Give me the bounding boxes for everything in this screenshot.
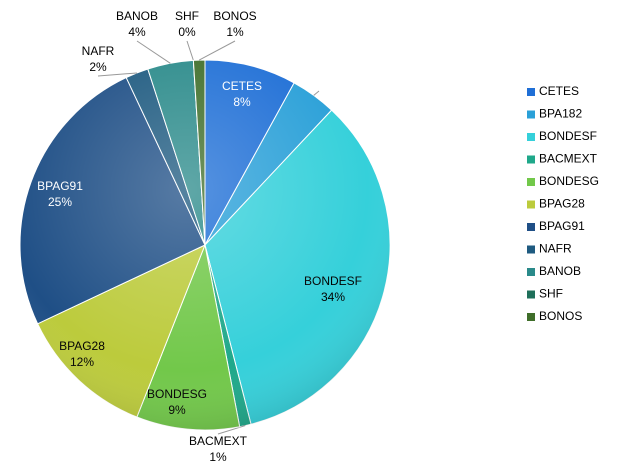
legend-label: BONDESG: [539, 174, 599, 188]
slice-value: 0%: [178, 25, 196, 39]
slice-value: 25%: [48, 195, 72, 209]
legend-label: BONOS: [539, 309, 582, 323]
legend-label: SHF: [539, 287, 563, 301]
legend-swatch: [527, 110, 535, 119]
slice-value: 8%: [233, 95, 251, 109]
slice-label: BPAG91: [37, 179, 83, 193]
slice-value: 4%: [128, 25, 146, 39]
legend-swatch: [527, 133, 535, 141]
slice-value: 9%: [168, 403, 186, 417]
slice-label: BPAG28: [59, 339, 105, 353]
legend-label: BONDESF: [539, 129, 597, 143]
slice-value: 1%: [226, 25, 244, 39]
slice-label: BANOB: [116, 9, 158, 23]
slice-label: BPA182: [311, 59, 354, 73]
slice-label: NAFR: [82, 44, 115, 58]
legend-swatch: [527, 223, 535, 231]
slice-value: 2%: [89, 60, 107, 74]
slice-value: 4%: [324, 75, 342, 89]
legend-swatch: [527, 245, 535, 254]
slice-label: BACMEXT: [189, 434, 248, 448]
slice-label: BONDESF: [304, 274, 362, 288]
legend-swatch: [527, 155, 535, 164]
leader-line: [186, 40, 194, 61]
legend-swatch: [527, 178, 535, 186]
slice-label: BONOS: [213, 9, 256, 23]
slice-value: 12%: [70, 355, 94, 369]
legend-label: CETES: [539, 84, 579, 98]
legend-label: BPAG28: [539, 197, 585, 211]
legend-label: BANOB: [539, 264, 581, 278]
slice-value: 34%: [321, 290, 345, 304]
legend-label: NAFR: [539, 242, 572, 256]
legend-label: BPAG91: [539, 219, 585, 233]
legend-label: BACMEXT: [539, 152, 598, 166]
leader-line: [198, 40, 236, 61]
legend-swatch: [527, 290, 535, 299]
legend-swatch: [527, 200, 535, 209]
leader-line: [313, 90, 320, 96]
slice-label: SHF: [175, 9, 199, 23]
leader-line: [136, 40, 171, 64]
legend-label: BPA182: [539, 107, 582, 121]
legend-swatch: [527, 313, 535, 321]
legend-swatch: [527, 268, 535, 276]
slice-value: 1%: [209, 450, 227, 464]
slice-label: CETES: [222, 79, 262, 93]
legend-swatch: [527, 88, 535, 96]
slice-label: BONDESG: [147, 387, 207, 401]
